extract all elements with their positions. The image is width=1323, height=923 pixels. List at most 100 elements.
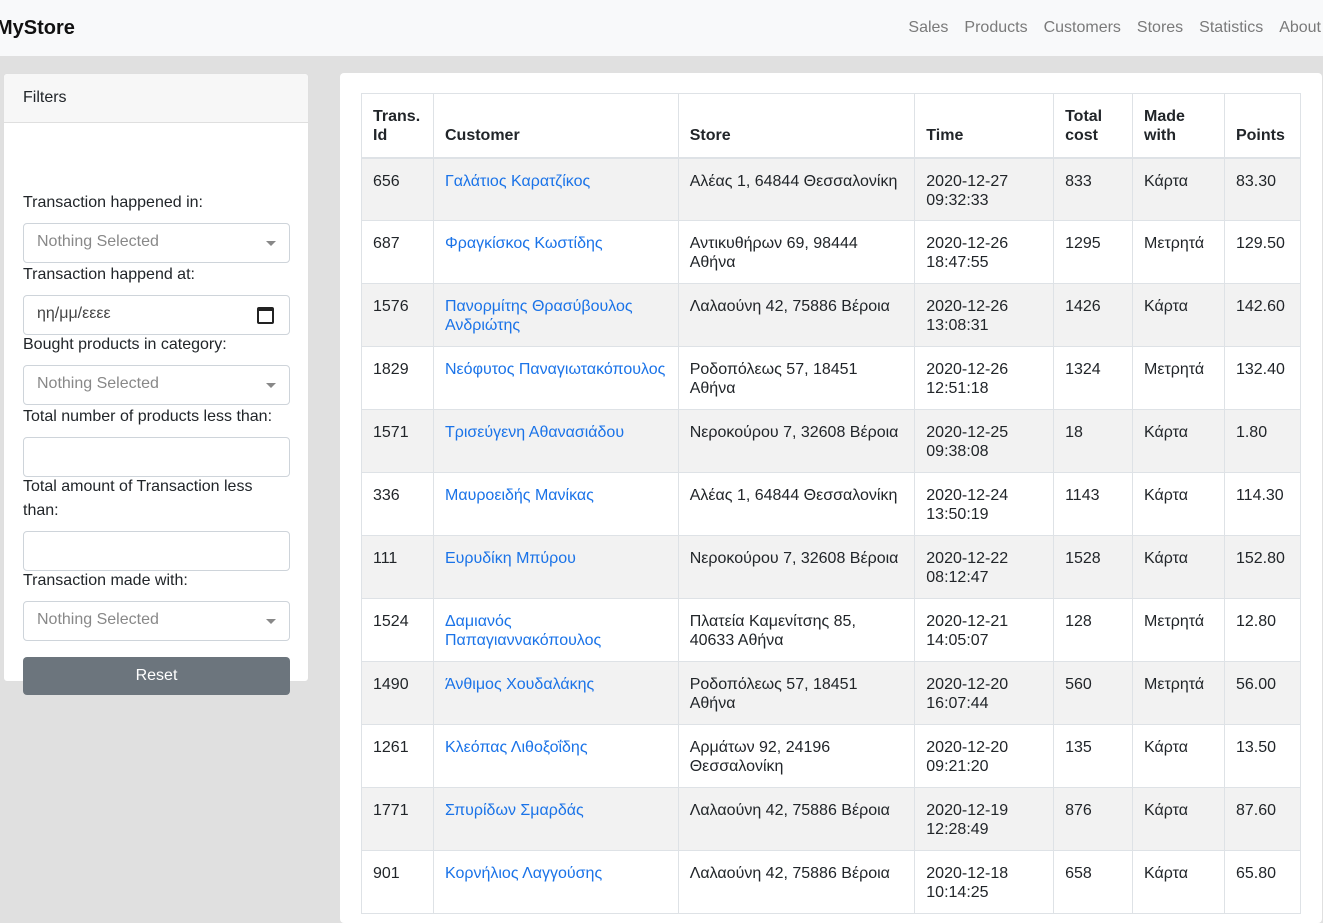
table-row: 336 Μαυροειδής Μανίκας Αλέας 1, 64844 Θεσσ… — [361, 472, 1302, 536]
cell-made-with: Κάρτα — [1132, 157, 1225, 221]
brand-logo[interactable]: MyStore — [0, 16, 75, 39]
cell-store: Λαλαούνη 42, 75886 Βέροια — [677, 850, 916, 914]
category-select[interactable]: Nothing Selected — [23, 365, 290, 405]
nav-link-sales[interactable]: Sales — [908, 19, 949, 36]
table-row: 687 Φραγκίσκος Κωστίδης Αντικυθήρων 69, 98… — [361, 220, 1302, 284]
nav-link-about[interactable]: About — [1279, 19, 1321, 36]
transactions-table: Trans. Id Customer Store Time Total cost… — [361, 93, 1302, 914]
table-row: 111 Ευρυδίκη Μπύρου Νεροκούρου 7, 32608 Βέ… — [361, 535, 1302, 599]
cell-store: Αρμάτων 92, 24196 Θεσσαλονίκη — [677, 724, 916, 788]
table-row: 1524 Δαμιανός Παπαγιαννακόπουλος Πλατεία Κ… — [361, 598, 1302, 662]
made-with-label: Transaction made with: — [23, 572, 188, 589]
customer-link[interactable]: Νεόφυτος Παναγιωτακόπουλος — [444, 361, 666, 378]
customer-link[interactable]: Κλεόπας Λιθοξοΐδης — [444, 739, 588, 756]
cell-customer: Δαμιανός Παπαγιαννακόπουλος — [432, 598, 679, 662]
cell-store: Αλέας 1, 64844 Θεσσαλονίκη — [677, 472, 916, 536]
table-row: 1576 Πανορμίτης Θρασύβουλος Ανδριώτης Λαλα… — [361, 283, 1302, 347]
cell-cost: 128 — [1053, 598, 1133, 662]
col-header-id: Trans. Id — [361, 93, 434, 159]
chevron-down-icon — [266, 619, 276, 624]
cell-cost: 876 — [1053, 787, 1133, 851]
amount-label: Total amount of Transaction less than: — [23, 478, 253, 519]
cell-id: 1524 — [361, 598, 434, 662]
cell-customer: Μαυροειδής Μανίκας — [432, 472, 679, 536]
happened-at-date-input[interactable]: ηη/μμ/εεεε — [23, 295, 290, 335]
nav-links: Sales Products Customers Stores Statisti… — [900, 0, 1323, 56]
nav-link-products[interactable]: Products — [964, 19, 1028, 36]
cell-cost: 1528 — [1053, 535, 1133, 599]
happened-in-value: Nothing Selected — [37, 233, 159, 250]
cell-points: 129.50 — [1223, 220, 1302, 284]
col-header-points: Points — [1223, 93, 1302, 159]
cell-cost: 658 — [1053, 850, 1133, 914]
customer-link[interactable]: Φραγκίσκος Κωστίδης — [444, 235, 603, 252]
cell-time: 2020-12-26 18:47:55 — [914, 220, 1055, 284]
cell-points: 83.30 — [1223, 157, 1302, 221]
chevron-down-icon — [266, 383, 276, 388]
amount-input[interactable] — [23, 531, 290, 571]
cell-store: Ροδοπόλεως 57, 18451 Αθήνα — [677, 346, 916, 410]
table-row: 901 Κορνήλιος Λαγγούσης Λαλαούνη 42, 75886… — [361, 850, 1302, 914]
nav-link-statistics[interactable]: Statistics — [1199, 19, 1264, 36]
cell-points: 132.40 — [1223, 346, 1302, 410]
cell-cost: 1324 — [1053, 346, 1133, 410]
col-header-time: Time — [914, 93, 1055, 159]
cell-made-with: Κάρτα — [1132, 535, 1225, 599]
reset-button[interactable]: Reset — [23, 657, 290, 695]
nav-link-stores[interactable]: Stores — [1136, 19, 1184, 36]
num-products-input[interactable] — [23, 437, 290, 477]
num-products-label: Total number of products less than: — [23, 408, 273, 425]
customer-link[interactable]: Ευρυδίκη Μπύρου — [444, 550, 576, 567]
cell-customer: Φραγκίσκος Κωστίδης — [432, 220, 679, 284]
cell-customer: Κλεόπας Λιθοξοΐδης — [432, 724, 679, 788]
cell-made-with: Μετρητά — [1132, 346, 1225, 410]
cell-store: Αντικυθήρων 69, 98444 Αθήνα — [677, 220, 916, 284]
cell-id: 1771 — [361, 787, 434, 851]
cell-cost: 18 — [1053, 409, 1133, 473]
cell-cost: 135 — [1053, 724, 1133, 788]
cell-points: 152.80 — [1223, 535, 1302, 599]
navbar: MyStore Sales Products Customers Stores … — [0, 0, 1323, 56]
table-row: 656 Γαλάτιος Καρατζίκος Αλέας 1, 64844 Θεσ… — [361, 157, 1302, 221]
table-row: 1261 Κλεόπας Λιθοξοΐδης Αρμάτων 92, 24196 … — [361, 724, 1302, 788]
customer-link[interactable]: Πανορμίτης Θρασύβουλος Ανδριώτης — [444, 298, 633, 334]
customer-link[interactable]: Άνθιμος Χουδαλάκης — [444, 676, 595, 693]
customer-link[interactable]: Μαυροειδής Μανίκας — [444, 487, 594, 504]
cell-made-with: Μετρητά — [1132, 598, 1225, 662]
happened-in-label: Transaction happened in: — [23, 194, 203, 211]
cell-made-with: Κάρτα — [1132, 787, 1225, 851]
table-row: 1571 Τρισεύγενη Αθανασιάδου Νεροκούρου 7, … — [361, 409, 1302, 473]
cell-id: 1261 — [361, 724, 434, 788]
nav-link-customers[interactable]: Customers — [1043, 19, 1121, 36]
customer-link[interactable]: Γαλάτιος Καρατζίκος — [444, 172, 591, 190]
category-value: Nothing Selected — [37, 375, 159, 392]
customer-link[interactable]: Δαμιανός Παπαγιαννακόπουλος — [444, 613, 602, 649]
cell-time: 2020-12-20 09:21:20 — [914, 724, 1055, 788]
col-header-made-with: Made with — [1132, 93, 1225, 159]
customer-link[interactable]: Τρισεύγενη Αθανασιάδου — [444, 424, 625, 441]
cell-points: 65.80 — [1223, 850, 1302, 914]
cell-id: 336 — [361, 472, 434, 536]
calendar-icon[interactable] — [257, 307, 274, 324]
table-header-row: Trans. Id Customer Store Time Total cost… — [361, 93, 1302, 159]
cell-points: 12.80 — [1223, 598, 1302, 662]
cell-id: 1490 — [361, 661, 434, 725]
made-with-select[interactable]: Nothing Selected — [23, 601, 290, 641]
cell-id: 1829 — [361, 346, 434, 410]
cell-time: 2020-12-26 13:08:31 — [914, 283, 1055, 347]
cell-cost: 833 — [1053, 157, 1133, 221]
cell-time: 2020-12-27 09:32:33 — [914, 157, 1055, 221]
cell-store: Νεροκούρου 7, 32608 Βέροια — [677, 535, 916, 599]
cell-id: 901 — [361, 850, 434, 914]
cell-made-with: Κάρτα — [1132, 850, 1225, 914]
happened-in-select[interactable]: Nothing Selected — [23, 223, 290, 263]
customer-link[interactable]: Κορνήλιος Λαγγούσης — [444, 865, 603, 882]
transactions-panel: Trans. Id Customer Store Time Total cost… — [340, 73, 1322, 923]
customer-link[interactable]: Σπυρίδων Σμαρδάς — [444, 802, 584, 819]
cell-id: 1571 — [361, 409, 434, 473]
cell-time: 2020-12-19 12:28:49 — [914, 787, 1055, 851]
cell-time: 2020-12-21 14:05:07 — [914, 598, 1055, 662]
cell-time: 2020-12-24 13:50:19 — [914, 472, 1055, 536]
cell-cost: 560 — [1053, 661, 1133, 725]
cell-time: 2020-12-22 08:12:47 — [914, 535, 1055, 599]
